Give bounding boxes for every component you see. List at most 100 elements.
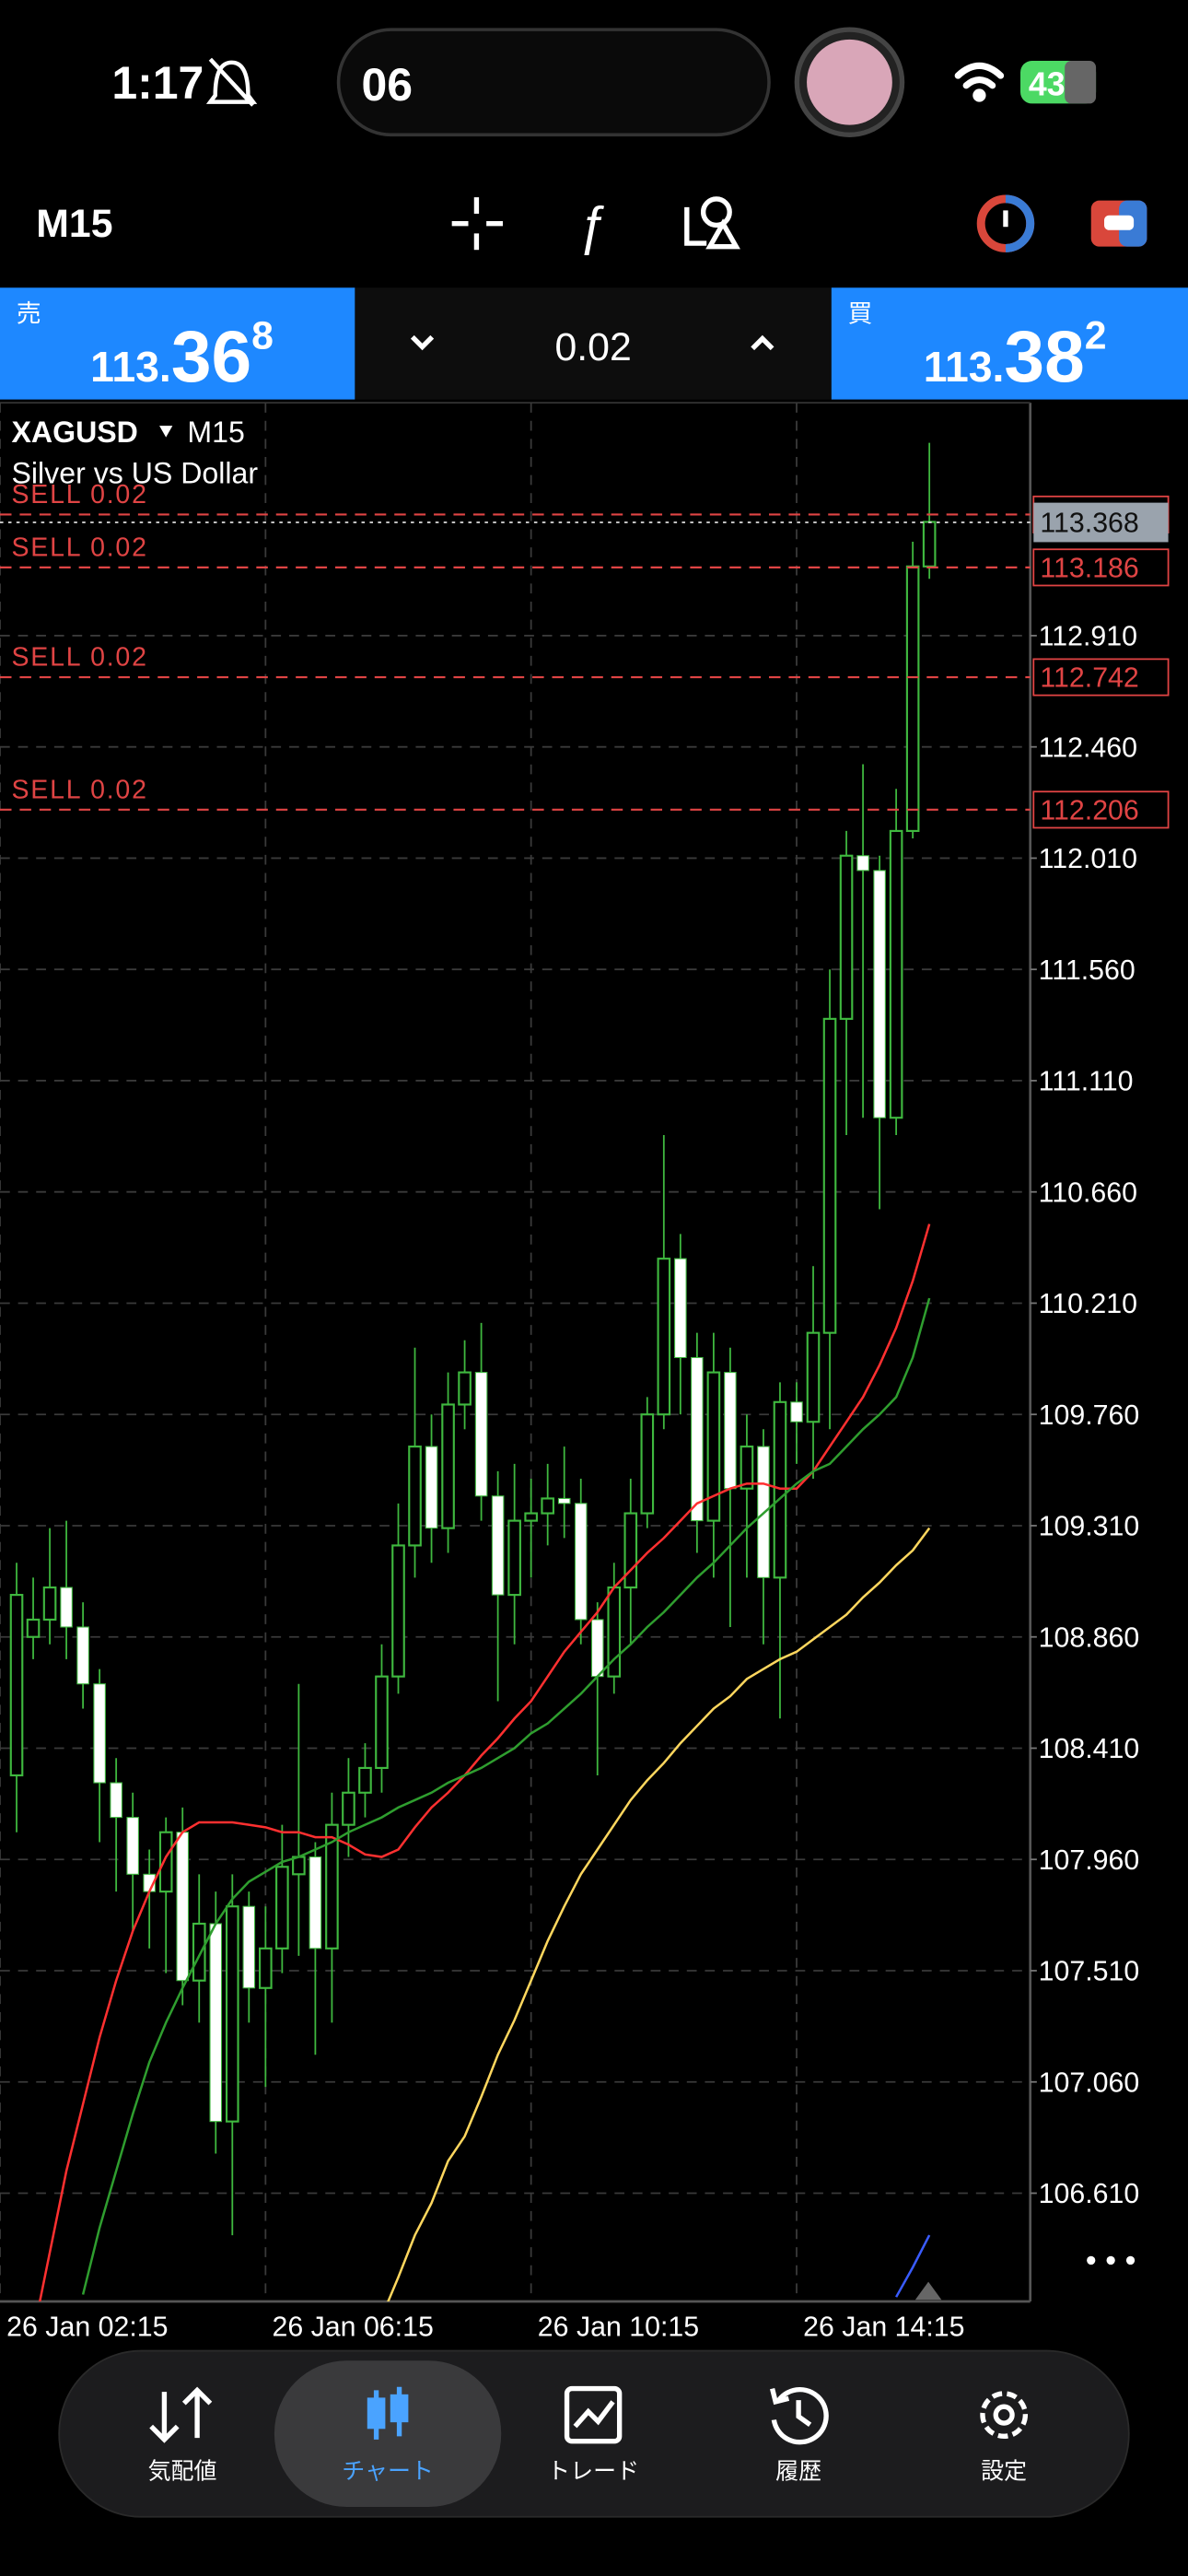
candle-body [93,1683,106,1784]
candle-body [126,1817,139,1875]
y-tick-label: 112.460 [1039,732,1137,763]
candle-body [425,1446,438,1529]
clock: 1:17 [111,57,204,109]
candle-body [806,1331,821,1423]
candle-body [225,1905,239,2123]
wifi-icon [954,62,1005,102]
settings-icon[interactable] [980,2391,1029,2440]
indicator-line [38,1224,931,2302]
y-tick-label: 110.660 [1039,1177,1137,1208]
indicator-line [895,2234,931,2298]
indicator-line [387,1527,931,2302]
candle-body [176,1832,190,1982]
candle-body [375,1675,389,1770]
sell-price-part: 113. [90,343,171,391]
tab-label[interactable]: 気配値 [148,2459,217,2485]
current-price: 113.368 [1040,509,1138,539]
candle-body [292,1856,306,1876]
order-label: SELL 0.02 [11,643,147,673]
candle-body [358,1766,372,1794]
symbol[interactable]: XAGUSD [11,416,137,449]
grid: 112.910 112.460 112.010 111.560 111.110 110.6… [0,403,1139,2342]
candle-body [574,1503,588,1621]
candle-body [740,1446,754,1490]
candle-body [773,1400,787,1579]
symbol-description: Silver vs US Dollar [11,457,258,490]
buy-price-part: 113. [924,343,1005,391]
buy-price-part: 2 [1085,313,1107,357]
candle-body [691,1356,704,1522]
tab-label[interactable]: トレード [547,2459,639,2485]
order-label: SELL 0.02 [11,533,147,562]
candle-body [674,1258,687,1359]
more-button[interactable] [1087,2255,1136,2266]
buy-button[interactable] [831,287,1188,400]
buy-label: 買 [848,300,873,328]
y-tick-label: 107.060 [1039,2067,1140,2098]
chart-timeframe: M15 [187,416,244,449]
candle-body [209,1923,223,2123]
candle-body [491,1495,505,1596]
candle-body [458,1371,472,1406]
candle-body [158,1831,173,1893]
scroll-marker [914,2281,942,2301]
sell-button[interactable] [0,287,355,400]
y-tick-label: 108.860 [1039,1622,1140,1653]
y-tick-label: 112.910 [1039,622,1137,652]
sell-price: 113.368 [90,313,274,397]
chart-icon[interactable] [367,2386,409,2440]
timeframe-button[interactable]: M15 [36,202,112,246]
candle-body [342,1791,355,1826]
tab-bar [58,2349,1130,2518]
y-tick-label: 111.110 [1039,1067,1134,1097]
y-tick-label: 110.210 [1039,1289,1137,1319]
candle-body [60,1587,73,1628]
indicators-button[interactable]: ƒ [577,196,606,255]
candle-body [922,521,937,568]
tab-label[interactable]: チャート [342,2459,434,2485]
history-icon[interactable] [769,2386,829,2445]
candle-body [325,1823,339,1950]
trade-button[interactable] [1090,200,1147,247]
candle-body [905,565,920,832]
dynamic-island[interactable] [336,28,771,137]
volume-up[interactable] [751,334,775,351]
candle-body [507,1519,521,1597]
candle-body [26,1618,41,1638]
candle-body [110,1782,122,1819]
crosshair-button[interactable] [451,197,503,251]
sell-price-part: 36 [171,316,251,397]
battery-empty [1065,61,1097,104]
sell-label: 売 [17,300,41,328]
objects-button[interactable] [684,196,740,250]
y-tick-label: 107.510 [1039,1957,1140,1987]
order-price: 112.742 [1040,663,1138,694]
candle-body [309,1856,322,1950]
order-label: SELL 0.02 [11,480,147,509]
tab-label[interactable]: 履歴 [775,2459,821,2485]
trade-icon[interactable] [564,2385,623,2444]
one-click-button[interactable] [976,194,1035,252]
current-price-box [1033,502,1169,543]
x-tick-label: 26 Jan 06:15 [272,2312,433,2342]
symbol-dropdown[interactable] [159,426,173,438]
volume-down[interactable] [410,334,435,351]
candle-body [590,1619,604,1678]
candle-body [192,1922,206,1982]
y-tick-label: 112.010 [1039,844,1137,874]
candle-body [441,1403,455,1529]
mute-icon [205,57,258,107]
tab-label[interactable]: 設定 [981,2459,1027,2485]
candle-body [242,1905,256,1989]
candle-body [706,1371,721,1522]
volume[interactable]: 0.02 [554,325,631,369]
quotes-icon[interactable] [149,2386,213,2443]
candle-body [873,870,886,1118]
sell-price-part: 8 [251,313,274,357]
volume-panel [355,287,832,400]
y-tick-label: 111.560 [1039,955,1136,986]
plot-area [9,442,937,2302]
